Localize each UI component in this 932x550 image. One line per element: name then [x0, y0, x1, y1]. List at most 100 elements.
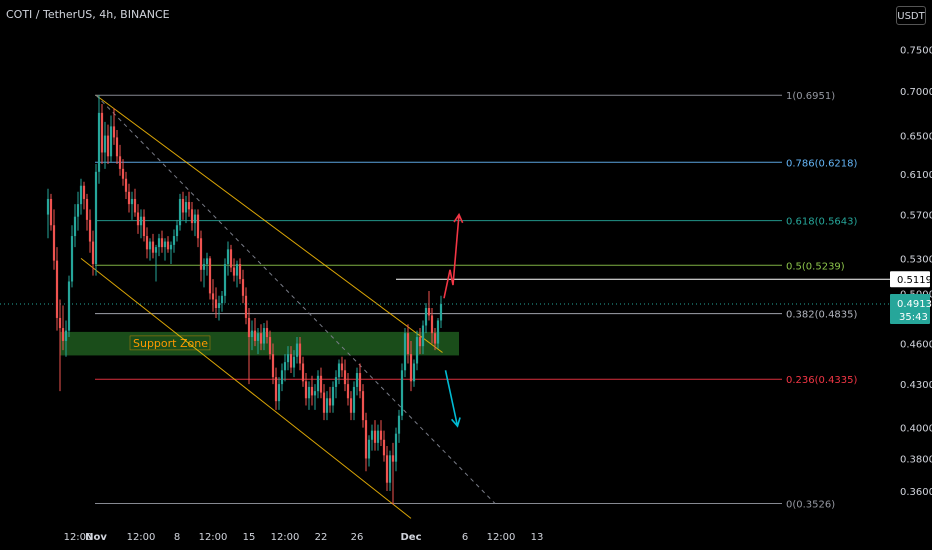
candle-body-96 — [334, 377, 338, 387]
candle-body-64 — [238, 264, 242, 280]
candle-body-1 — [49, 198, 53, 226]
candle-body-17 — [97, 112, 101, 172]
fib-label-6: 0(0.3526) — [786, 499, 835, 510]
candle-body-15 — [91, 241, 95, 265]
price-axis[interactable]: 0.75000.70000.65000.61000.57000.53000.50… — [890, 45, 932, 498]
candle-body-43 — [175, 225, 179, 237]
candle-body-19 — [103, 135, 107, 153]
candle-body-99 — [343, 370, 347, 385]
candle-body-30 — [136, 212, 140, 226]
fib-label-5: 0.236(0.4335) — [786, 375, 858, 386]
candle-body-106 — [364, 420, 368, 459]
fib-label-4: 0.382(0.4835) — [786, 310, 858, 321]
fibonacci-levels: 1(0.6951) 0.786(0.6218) 0.618(0.5643) 0.5(0… — [95, 91, 858, 510]
candle-body-76 — [274, 377, 278, 402]
candle-body-71 — [259, 333, 263, 344]
candle-body-24 — [118, 156, 122, 169]
candle-body-108 — [370, 430, 374, 440]
candle-body-101 — [349, 398, 353, 413]
current-price-label: 0.4913 — [897, 299, 932, 310]
candle-body-58 — [220, 295, 224, 304]
candle-body-49 — [193, 214, 197, 224]
candle-body-2 — [52, 225, 56, 261]
candle-body-57 — [217, 303, 221, 309]
candle-body-127 — [427, 308, 431, 316]
x-tick-label-6: 12:00 — [271, 532, 300, 543]
candle-body-97 — [337, 363, 341, 378]
candle-body-84 — [298, 343, 302, 364]
candle-body-73 — [265, 328, 269, 338]
candle-body-10 — [76, 204, 80, 217]
candle-body-60 — [226, 249, 230, 265]
candle-body-109 — [373, 430, 377, 443]
fib-label-0: 1(0.6951) — [786, 91, 835, 102]
candle-body-110 — [376, 430, 380, 443]
candle-body-82 — [292, 356, 296, 368]
candle-body-53 — [205, 258, 209, 265]
candles — [46, 95, 443, 505]
candle-body-113 — [385, 455, 389, 483]
y-tick-label-2: 0.6500 — [900, 132, 932, 143]
candle-body-128 — [430, 315, 434, 334]
candle-body-26 — [124, 178, 128, 192]
candle-body-89 — [313, 391, 317, 396]
candle-body-39 — [163, 241, 167, 248]
candle-body-31 — [139, 216, 143, 226]
candle-body-61 — [229, 249, 233, 268]
candle-body-107 — [367, 439, 371, 459]
y-tick-label-8: 0.4300 — [900, 380, 932, 391]
candle-body-87 — [307, 386, 311, 399]
fib-label-1: 0.786(0.6218) — [786, 158, 858, 169]
candle-body-121 — [409, 354, 413, 382]
x-tick-label-12: 13 — [531, 532, 544, 543]
candle-body-94 — [328, 398, 332, 406]
candle-body-28 — [130, 198, 134, 205]
candle-body-115 — [391, 455, 395, 462]
x-tick-label-11: 12:00 — [487, 532, 516, 543]
candle-body-124 — [418, 337, 422, 347]
candle-body-48 — [190, 209, 194, 224]
channel-line-0 — [95, 94, 397, 319]
candle-body-75 — [271, 354, 275, 378]
candle-body-78 — [280, 370, 284, 385]
candle-body-98 — [340, 363, 344, 371]
candle-body-22 — [112, 126, 116, 138]
candle-body-21 — [109, 126, 113, 157]
trend-lines[interactable] — [0, 94, 890, 519]
x-tick-label-10: 6 — [462, 532, 468, 543]
candle-body-56 — [214, 299, 218, 309]
arrow-up-line — [443, 214, 460, 299]
candle-body-36 — [154, 247, 158, 253]
candle-body-45 — [181, 198, 185, 213]
candle-body-66 — [244, 295, 248, 318]
candle-body-102 — [352, 386, 356, 413]
candle-body-95 — [331, 386, 335, 406]
symbol-legend[interactable]: COTI / TetherUS, 4h, BINANCE — [6, 8, 170, 21]
candle-body-74 — [268, 337, 272, 355]
y-tick-label-10: 0.3800 — [900, 454, 932, 465]
projection-arrows[interactable] — [443, 212, 464, 428]
y-tick-label-4: 0.5700 — [900, 211, 932, 222]
currency-button[interactable]: USDT — [896, 6, 926, 25]
y-tick-label-7: 0.4600 — [900, 340, 932, 351]
arrow-up-head — [453, 212, 464, 224]
x-tick-label-7: 22 — [315, 532, 328, 543]
y-tick-label-11: 0.3600 — [900, 487, 932, 498]
candle-body-130 — [436, 320, 440, 344]
x-tick-label-2: 12:00 — [127, 532, 156, 543]
candle-body-32 — [142, 216, 146, 237]
fib-label-3: 0.5(0.5239) — [786, 261, 845, 272]
candle-body-55 — [211, 293, 215, 300]
candle-body-69 — [253, 330, 257, 341]
candle-body-52 — [202, 264, 206, 270]
candle-body-4 — [58, 317, 62, 329]
candle-body-51 — [199, 238, 203, 270]
candle-body-72 — [262, 328, 266, 344]
countdown-label: 35:43 — [899, 312, 928, 323]
support-zone[interactable]: Support Zone — [60, 331, 459, 356]
candle-body-119 — [403, 333, 407, 371]
candle-body-100 — [346, 384, 350, 399]
candle-body-11 — [79, 185, 83, 205]
